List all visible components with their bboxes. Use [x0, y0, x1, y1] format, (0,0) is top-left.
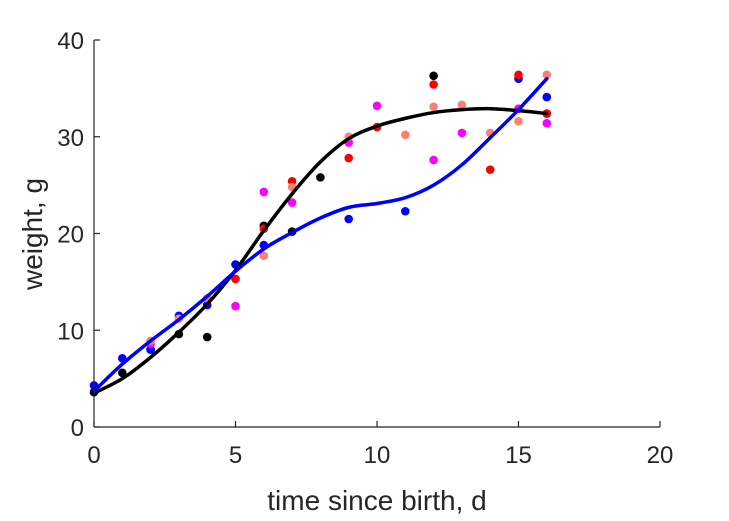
- data-point-s2-3: [344, 153, 354, 163]
- x-tick-label-3: 15: [505, 442, 532, 469]
- x-tick-label-0: 0: [87, 442, 100, 469]
- data-point-s2-5: [429, 80, 438, 89]
- data-point-s2-7: [514, 70, 523, 80]
- x-axis-label: time since birth, d: [267, 485, 486, 516]
- data-point-s2-6: [485, 165, 495, 174]
- data-points: [89, 70, 552, 397]
- data-point-s4-6: [401, 130, 410, 140]
- y-tick-label-1: 10: [57, 318, 84, 345]
- data-point-s3-2: [259, 187, 269, 197]
- x-tick-label-1: 5: [229, 442, 242, 469]
- x-tick-label-2: 10: [364, 442, 391, 469]
- fit-curves: [92, 76, 549, 395]
- data-point-s2-0: [231, 274, 240, 284]
- data-point-s0-1: [118, 368, 127, 378]
- y-tick-label-3: 30: [57, 125, 84, 152]
- axis-ticks: 0 5 10 15 20 0 10 20 30 40: [57, 28, 673, 469]
- data-point-s4-8: [457, 100, 467, 110]
- data-point-s4-11: [542, 70, 552, 80]
- data-point-s1-10: [542, 92, 552, 102]
- data-point-s0-8: [429, 71, 438, 81]
- data-point-s4-7: [429, 102, 438, 112]
- data-point-s3-9: [542, 118, 552, 128]
- x-tick-label-4: 20: [647, 442, 674, 469]
- data-point-s3-5: [372, 101, 382, 111]
- fit-curve-6: [92, 76, 549, 393]
- data-point-s0-4: [202, 332, 212, 342]
- fit-curve-5: [92, 106, 549, 395]
- data-point-s1-8: [401, 206, 410, 216]
- data-point-s3-3: [287, 198, 297, 207]
- data-point-s4-10: [514, 116, 523, 126]
- data-point-s3-6: [429, 155, 438, 165]
- y-axis-label: weight, g: [17, 178, 48, 291]
- y-tick-label-2: 20: [57, 222, 84, 249]
- y-tick-label-0: 0: [71, 415, 84, 442]
- data-point-s3-1: [231, 301, 240, 311]
- data-point-s3-7: [457, 128, 467, 138]
- y-tick-label-4: 40: [57, 28, 84, 55]
- data-point-s4-3: [259, 251, 269, 261]
- data-point-s0-7: [316, 173, 325, 182]
- data-point-s1-7: [344, 214, 354, 224]
